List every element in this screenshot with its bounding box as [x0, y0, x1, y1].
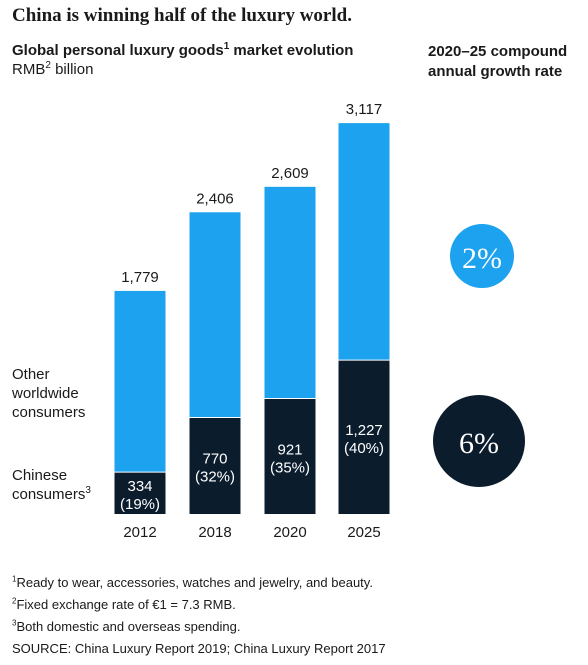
cagr-chinese-circle: [433, 395, 525, 487]
chinese-share-label-2018: (32%): [195, 469, 235, 486]
chinese-share-label-2020: (35%): [270, 459, 310, 476]
footnote-3-text: Both domestic and overseas spending.: [16, 619, 241, 634]
chinese-share-label-2025: (40%): [344, 440, 384, 457]
chinese-value-label-2025: 1,227: [345, 422, 383, 439]
chart-title: China is winning half of the luxury worl…: [12, 5, 352, 26]
total-label-2025: 3,117: [346, 101, 382, 118]
cagr-title-line2: annual growth rate: [428, 63, 563, 80]
legend-chinese-line1: Chinese: [12, 467, 68, 484]
footnote-2: 2Fixed exchange rate of €1 = 7.3 RMB.: [12, 594, 386, 616]
legend-chinese-consumers: Chinese consumers3: [12, 466, 117, 504]
x-tick-label-2018: 2018: [198, 524, 231, 541]
legend-chinese-line2: consumers: [12, 486, 86, 503]
bar-chinese-2018: [189, 417, 241, 514]
cagr-other-circle: [450, 224, 514, 288]
unit-footnote-marker: 2: [45, 60, 51, 71]
footnote-2-marker: 2: [12, 596, 17, 606]
legend-chinese-footnote-marker: 3: [85, 485, 91, 496]
legend-other-line1: Other: [12, 366, 50, 383]
subtitle-footnote-marker: 1: [223, 41, 230, 52]
x-tick-label-2012: 2012: [123, 524, 156, 541]
subtitle-rest: market evolution: [229, 42, 354, 59]
footnote-1-marker: 1: [12, 574, 17, 584]
footnote-2-text: Fixed exchange rate of €1 = 7.3 RMB.: [16, 597, 236, 612]
legend-other-line2: worldwide: [12, 385, 79, 402]
chinese-value-label-2012: 334: [127, 478, 152, 495]
chinese-share-label-2012: (19%): [120, 496, 160, 513]
footnote-1-text: Ready to wear, accessories, watches and …: [16, 575, 373, 590]
total-label-2012: 1,779: [121, 269, 159, 286]
footnote-3: 3Both domestic and overseas spending.: [12, 616, 386, 638]
legend-other-consumers: Other worldwide consumers: [12, 365, 112, 422]
footnotes: 1Ready to wear, accessories, watches and…: [12, 572, 386, 660]
cagr-title: 2020–25 compound annual growth rate: [428, 42, 567, 82]
bar-other-2025: [338, 123, 390, 361]
unit-rest: billion: [50, 61, 94, 78]
footnote-1: 1Ready to wear, accessories, watches and…: [12, 572, 386, 594]
chinese-value-label-2020: 921: [277, 441, 302, 458]
unit-label: RMB2 billion: [12, 60, 94, 79]
legend-other-line3: consumers: [12, 404, 86, 421]
total-label-2020: 2,609: [271, 165, 309, 182]
x-tick-label-2020: 2020: [273, 524, 306, 541]
footnote-3-marker: 3: [12, 618, 17, 628]
x-tick-label-2025: 2025: [347, 524, 380, 541]
bar-chinese-2025: [338, 360, 390, 514]
bar-other-2020: [264, 186, 316, 399]
subtitle-text: Global personal luxury goods: [12, 42, 224, 59]
cagr-chinese-value: 6%: [459, 427, 499, 460]
chart-subtitle: Global personal luxury goods1 market evo…: [12, 41, 354, 60]
legend-chinese-line2-wrap: consumers3: [12, 485, 117, 504]
bar-chinese-2020: [264, 398, 316, 514]
bar-other-2012: [114, 290, 166, 473]
bar-other-2018: [189, 212, 241, 418]
unit-text: RMB: [12, 61, 46, 78]
cagr-other-value: 2%: [462, 242, 502, 275]
bar-chinese-2012: [114, 472, 166, 514]
total-label-2018: 2,406: [196, 190, 234, 207]
chinese-value-label-2018: 770: [202, 451, 227, 468]
source-note: SOURCE: China Luxury Report 2019; China …: [12, 641, 386, 656]
cagr-title-line1: 2020–25 compound: [428, 43, 568, 60]
